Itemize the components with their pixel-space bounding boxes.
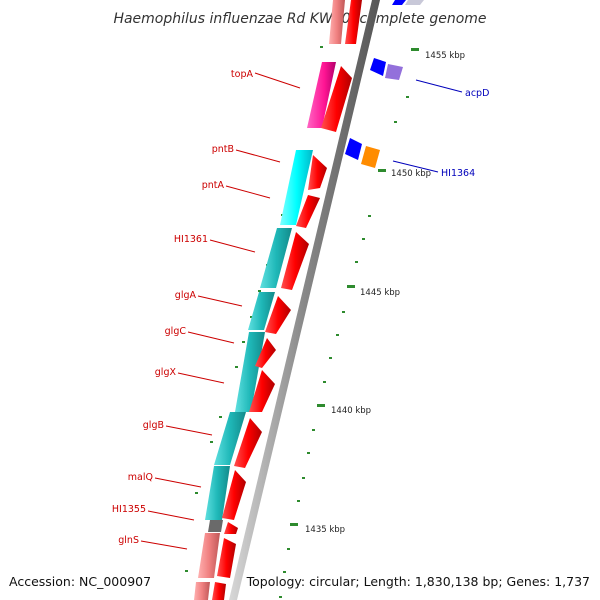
- left-leader-lines: [140, 72, 301, 550]
- gene-arrow-glgA: [265, 296, 291, 334]
- gene-arrow-malQ: [222, 470, 246, 520]
- gene-arrow-glgC: [255, 338, 276, 368]
- genome-backbone: [229, 0, 380, 600]
- gene-block-HI1364: [361, 146, 380, 168]
- gene-label: glgA: [175, 290, 197, 301]
- reverse-strand-track: [345, 0, 424, 168]
- gene-label: pntB: [212, 144, 234, 155]
- gene-arrow-acpD: [370, 58, 386, 76]
- gene-arrow-HI1355: [224, 522, 238, 534]
- gene-block-pink: [329, 0, 345, 44]
- gene-arrow-glnS: [217, 538, 236, 578]
- gene-label: HI1364: [441, 168, 475, 179]
- gene-block-glnS: [198, 533, 220, 578]
- gene-arrow-glgX: [249, 370, 275, 412]
- tick-label: 1450 kbp: [391, 169, 431, 179]
- gene-label: acpD: [465, 88, 489, 99]
- gene-label: glgX: [155, 367, 177, 378]
- gene-label: glgB: [143, 420, 164, 431]
- tick-label: 1440 kbp: [331, 406, 371, 416]
- gene-label: malQ: [128, 472, 153, 483]
- gene-label: HI1361: [174, 234, 208, 245]
- gene-block-malQ: [205, 466, 230, 520]
- scale-ticks: 1455 kbp 1450 kbp 1445 kbp 1440 kbp 1435…: [290, 48, 465, 535]
- gene-arrow-HI1364: [345, 138, 362, 160]
- gene-arrow-topA: [321, 66, 352, 132]
- gene-arrow: [345, 0, 362, 44]
- gene-label: HI1355: [112, 504, 146, 515]
- right-gene-labels: acpD HI1364: [441, 88, 489, 179]
- gene-label: glnS: [118, 535, 139, 546]
- gene-block-acpD: [385, 64, 403, 80]
- gene-arrow-pntA: [296, 195, 320, 228]
- gene-arrow-pntB: [308, 155, 327, 190]
- right-leader-lines: [392, 79, 463, 173]
- gene-arrow-reverse: [392, 0, 406, 5]
- gene-label: topA: [231, 69, 254, 80]
- topology-text: Topology: circular; Length: 1,830,138 bp…: [246, 574, 590, 589]
- accession-text: Accession: NC_000907: [9, 574, 151, 589]
- tick-label: 1455 kbp: [425, 51, 465, 61]
- left-gene-labels: topA pntB pntA HI1361 glgA glgC glgX glg…: [112, 69, 254, 546]
- major-tick: [347, 285, 355, 288]
- major-tick: [411, 48, 419, 51]
- gene-arrow-glgB: [234, 418, 262, 468]
- gene-block-HI1361: [260, 228, 292, 288]
- left-feature-track: [194, 0, 345, 600]
- tick-label: 1445 kbp: [360, 288, 400, 298]
- gene-arrow: [212, 582, 226, 600]
- major-tick: [317, 404, 325, 407]
- gene-block-topA: [307, 62, 336, 128]
- major-tick: [378, 169, 386, 172]
- gene-block-pntB-pntA: [280, 150, 313, 225]
- tick-label: 1435 kbp: [305, 525, 345, 535]
- gene-arrow-HI1361: [281, 232, 309, 290]
- gene-block-glgA: [248, 292, 275, 330]
- gene-block-HI1355: [208, 520, 223, 532]
- map-title: Haemophilus influenzae Rd KW20, complete…: [113, 11, 486, 27]
- gene-block-pink-bottom: [194, 582, 210, 600]
- gene-block-glgB: [214, 412, 246, 465]
- gene-label: glgC: [165, 326, 187, 337]
- forward-strand-track: [212, 0, 362, 600]
- gene-label: pntA: [202, 180, 225, 191]
- major-tick: [290, 523, 298, 526]
- gene-block-glgC-glgX: [235, 332, 265, 412]
- gene-block-reverse: [405, 0, 424, 5]
